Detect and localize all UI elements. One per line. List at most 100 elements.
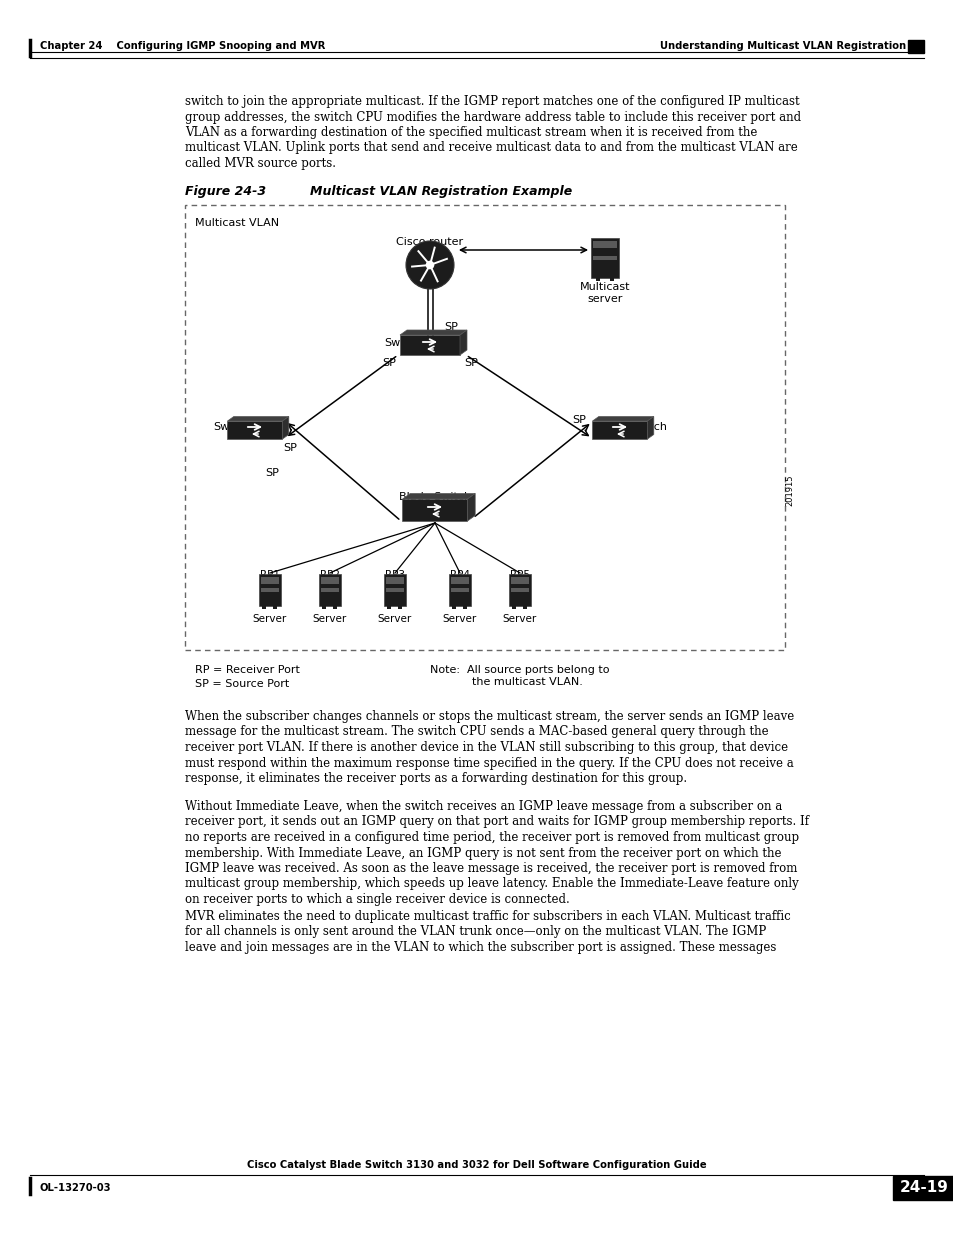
Bar	[384, 574, 406, 606]
Text: multicast VLAN. Uplink ports that send and receive multicast data to and from th: multicast VLAN. Uplink ports that send a…	[185, 142, 797, 154]
Bar	[262, 606, 266, 609]
Bar	[386, 588, 403, 592]
Text: Multicast VLAN Registration Example: Multicast VLAN Registration Example	[310, 185, 572, 198]
Polygon shape	[282, 416, 289, 438]
Polygon shape	[227, 421, 282, 438]
Bar	[523, 606, 527, 609]
Bar	[261, 588, 278, 592]
Bar	[509, 574, 531, 606]
Text: SP: SP	[443, 322, 457, 332]
Text: leave and join messages are in the VLAN to which the subscriber port is assigned: leave and join messages are in the VLAN …	[185, 941, 776, 953]
Text: multicast group membership, which speeds up leave latency. Enable the Immediate-: multicast group membership, which speeds…	[185, 878, 798, 890]
Polygon shape	[399, 330, 467, 335]
Text: Switch: Switch	[629, 422, 666, 432]
Bar	[452, 606, 456, 609]
Bar	[590, 238, 618, 278]
Bar	[261, 577, 278, 584]
Circle shape	[406, 241, 454, 289]
Bar	[274, 606, 277, 609]
Polygon shape	[647, 416, 653, 438]
Text: Server: Server	[253, 614, 287, 624]
Text: for all channels is only sent around the VLAN trunk once—only on the multicast V: for all channels is only sent around the…	[185, 925, 765, 939]
Text: VLAN as a forwarding destination of the specified multicast stream when it is re: VLAN as a forwarding destination of the …	[185, 126, 757, 140]
Text: receiver port VLAN. If there is another device in the VLAN still subscribing to : receiver port VLAN. If there is another …	[185, 741, 787, 755]
Text: receiver port, it sends out an IGMP query on that port and waits for IGMP group : receiver port, it sends out an IGMP quer…	[185, 815, 808, 829]
Text: Cisco router: Cisco router	[396, 237, 463, 247]
Text: OL-13270-03: OL-13270-03	[40, 1183, 112, 1193]
Bar	[449, 574, 471, 606]
Text: IGMP leave was received. As soon as the leave message is received, the receiver : IGMP leave was received. As soon as the …	[185, 862, 797, 876]
Bar	[596, 278, 599, 282]
Text: on receiver ports to which a single receiver device is connected.: on receiver ports to which a single rece…	[185, 893, 569, 906]
Polygon shape	[592, 416, 653, 421]
Polygon shape	[592, 421, 647, 438]
Text: group addresses, the switch CPU modifies the hardware address table to include t: group addresses, the switch CPU modifies…	[185, 110, 801, 124]
Bar	[318, 574, 340, 606]
Text: RP1: RP1	[260, 571, 280, 580]
Polygon shape	[402, 499, 467, 521]
Text: Server: Server	[377, 614, 412, 624]
Polygon shape	[227, 416, 289, 421]
Bar	[892, 1176, 953, 1200]
Text: must respond within the maximum response time specified in the query. If the CPU: must respond within the maximum response…	[185, 757, 793, 769]
Text: SP: SP	[463, 358, 477, 368]
Bar	[386, 577, 403, 584]
Bar	[322, 606, 326, 609]
Text: RP3: RP3	[385, 571, 405, 580]
Bar	[609, 278, 614, 282]
Bar	[511, 577, 529, 584]
Text: Multicast
server: Multicast server	[579, 282, 630, 304]
Text: 201915: 201915	[784, 474, 794, 506]
Text: RP = Receiver Port: RP = Receiver Port	[194, 664, 299, 676]
Bar	[320, 577, 338, 584]
Polygon shape	[402, 494, 475, 499]
Bar	[451, 577, 469, 584]
Polygon shape	[399, 335, 459, 354]
Bar	[512, 606, 516, 609]
Bar	[593, 256, 617, 261]
Text: Server: Server	[442, 614, 476, 624]
Bar	[398, 606, 402, 609]
Text: Blade Switch: Blade Switch	[398, 492, 471, 501]
Text: Figure 24-3: Figure 24-3	[185, 185, 266, 198]
Polygon shape	[467, 494, 475, 521]
Text: Multicast VLAN: Multicast VLAN	[194, 219, 279, 228]
Text: no reports are received in a configured time period, the receiver port is remove: no reports are received in a configured …	[185, 831, 799, 844]
Text: SP: SP	[283, 443, 296, 453]
Text: response, it eliminates the receiver ports as a forwarding destination for this : response, it eliminates the receiver por…	[185, 772, 686, 785]
Text: Without Immediate Leave, when the switch receives an IGMP leave message from a s: Without Immediate Leave, when the switch…	[185, 800, 781, 813]
Bar	[387, 606, 391, 609]
Bar	[258, 574, 281, 606]
Text: RP5: RP5	[510, 571, 530, 580]
Text: 24-19: 24-19	[899, 1181, 947, 1195]
Bar	[451, 588, 469, 592]
Text: Note:  All source ports belong to
            the multicast VLAN.: Note: All source ports belong to the mul…	[430, 664, 609, 687]
Bar	[334, 606, 337, 609]
Bar	[907, 40, 923, 53]
Bar	[185, 205, 784, 650]
Bar	[593, 241, 617, 248]
Text: SP: SP	[381, 358, 395, 368]
Text: Switch: Switch	[213, 422, 250, 432]
Text: RP2: RP2	[319, 571, 339, 580]
Bar	[463, 606, 467, 609]
Text: MVR eliminates the need to duplicate multicast traffic for subscribers in each V: MVR eliminates the need to duplicate mul…	[185, 910, 790, 923]
Text: SP: SP	[572, 415, 585, 425]
Bar	[511, 588, 529, 592]
Text: switch to join the appropriate multicast. If the IGMP report matches one of the : switch to join the appropriate multicast…	[185, 95, 799, 107]
Text: Server: Server	[502, 614, 537, 624]
Circle shape	[425, 261, 434, 269]
Text: Switch: Switch	[384, 338, 420, 348]
Text: Chapter 24    Configuring IGMP Snooping and MVR: Chapter 24 Configuring IGMP Snooping and…	[40, 41, 325, 51]
Polygon shape	[459, 330, 467, 354]
Text: called MVR source ports.: called MVR source ports.	[185, 157, 335, 170]
Text: message for the multicast stream. The switch CPU sends a MAC-based general query: message for the multicast stream. The sw…	[185, 725, 768, 739]
Text: Cisco Catalyst Blade Switch 3130 and 3032 for Dell Software Configuration Guide: Cisco Catalyst Blade Switch 3130 and 303…	[247, 1160, 706, 1170]
Text: Server: Server	[313, 614, 347, 624]
Text: SP: SP	[265, 468, 278, 478]
Text: membership. With Immediate Leave, an IGMP query is not sent from the receiver po: membership. With Immediate Leave, an IGM…	[185, 846, 781, 860]
Text: SP = Source Port: SP = Source Port	[194, 679, 289, 689]
Text: RP4: RP4	[450, 571, 470, 580]
Text: When the subscriber changes channels or stops the multicast stream, the server s: When the subscriber changes channels or …	[185, 710, 794, 722]
Text: Understanding Multicast VLAN Registration: Understanding Multicast VLAN Registratio…	[659, 41, 905, 51]
